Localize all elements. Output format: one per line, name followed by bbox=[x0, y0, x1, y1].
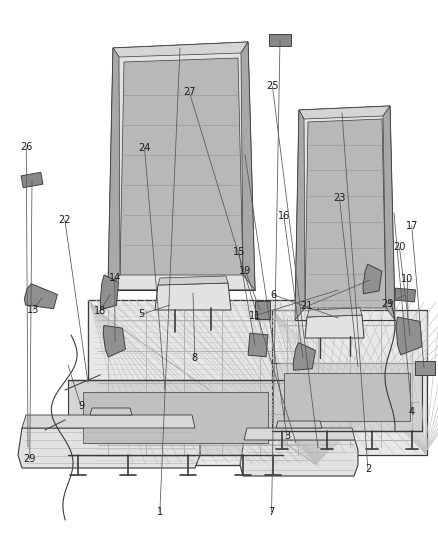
Polygon shape bbox=[158, 276, 228, 285]
Text: 29: 29 bbox=[381, 299, 394, 309]
Polygon shape bbox=[21, 172, 43, 188]
Polygon shape bbox=[100, 275, 119, 310]
Polygon shape bbox=[415, 361, 435, 375]
Text: 4: 4 bbox=[409, 407, 415, 417]
Polygon shape bbox=[276, 421, 322, 428]
Bar bbox=[284, 373, 410, 421]
Polygon shape bbox=[305, 315, 364, 338]
Bar bbox=[272, 363, 422, 431]
Polygon shape bbox=[103, 326, 125, 357]
Text: 13: 13 bbox=[27, 305, 39, 315]
Polygon shape bbox=[295, 110, 305, 320]
Text: 27: 27 bbox=[183, 87, 195, 96]
Polygon shape bbox=[295, 106, 395, 320]
Polygon shape bbox=[108, 48, 120, 290]
Text: 18: 18 bbox=[94, 306, 106, 316]
Polygon shape bbox=[293, 343, 315, 370]
Text: 6: 6 bbox=[270, 290, 276, 300]
Polygon shape bbox=[240, 440, 358, 476]
Polygon shape bbox=[363, 264, 382, 294]
Text: 24: 24 bbox=[138, 143, 151, 153]
Text: 21: 21 bbox=[300, 302, 313, 311]
Polygon shape bbox=[241, 42, 255, 290]
Bar bbox=[88, 300, 318, 465]
Polygon shape bbox=[383, 106, 395, 320]
Text: 2: 2 bbox=[365, 464, 371, 474]
Polygon shape bbox=[299, 106, 390, 119]
Polygon shape bbox=[113, 42, 248, 57]
Polygon shape bbox=[25, 284, 57, 309]
Text: 9: 9 bbox=[78, 401, 84, 411]
Polygon shape bbox=[244, 428, 355, 440]
Bar bbox=[83, 392, 268, 443]
Polygon shape bbox=[307, 308, 362, 317]
Text: 16: 16 bbox=[278, 211, 290, 221]
Text: 15: 15 bbox=[233, 247, 245, 256]
Polygon shape bbox=[254, 301, 269, 319]
Polygon shape bbox=[108, 42, 255, 290]
Text: 11: 11 bbox=[249, 311, 261, 320]
Bar bbox=[68, 380, 283, 455]
Bar bbox=[88, 300, 318, 465]
Bar bbox=[272, 310, 427, 455]
Text: 19: 19 bbox=[239, 266, 251, 276]
Text: 10: 10 bbox=[401, 274, 413, 284]
Text: 26: 26 bbox=[20, 142, 32, 152]
Polygon shape bbox=[90, 408, 132, 415]
Polygon shape bbox=[120, 58, 243, 275]
Text: 5: 5 bbox=[138, 310, 144, 319]
Text: 17: 17 bbox=[406, 221, 418, 231]
Text: 14: 14 bbox=[109, 273, 121, 283]
Text: 1: 1 bbox=[157, 507, 163, 516]
Polygon shape bbox=[305, 119, 386, 308]
Polygon shape bbox=[155, 283, 231, 310]
Text: 7: 7 bbox=[268, 507, 275, 516]
Polygon shape bbox=[248, 333, 268, 357]
Polygon shape bbox=[18, 428, 200, 468]
Text: 23: 23 bbox=[333, 193, 346, 203]
Polygon shape bbox=[395, 288, 416, 302]
Text: 29: 29 bbox=[24, 455, 36, 464]
Polygon shape bbox=[22, 415, 195, 428]
Text: 22: 22 bbox=[59, 215, 71, 224]
Text: 3: 3 bbox=[284, 431, 290, 441]
Polygon shape bbox=[396, 317, 422, 355]
Text: 8: 8 bbox=[192, 353, 198, 363]
Polygon shape bbox=[269, 34, 291, 46]
Text: 25: 25 bbox=[266, 82, 279, 91]
Text: 20: 20 bbox=[393, 243, 406, 252]
